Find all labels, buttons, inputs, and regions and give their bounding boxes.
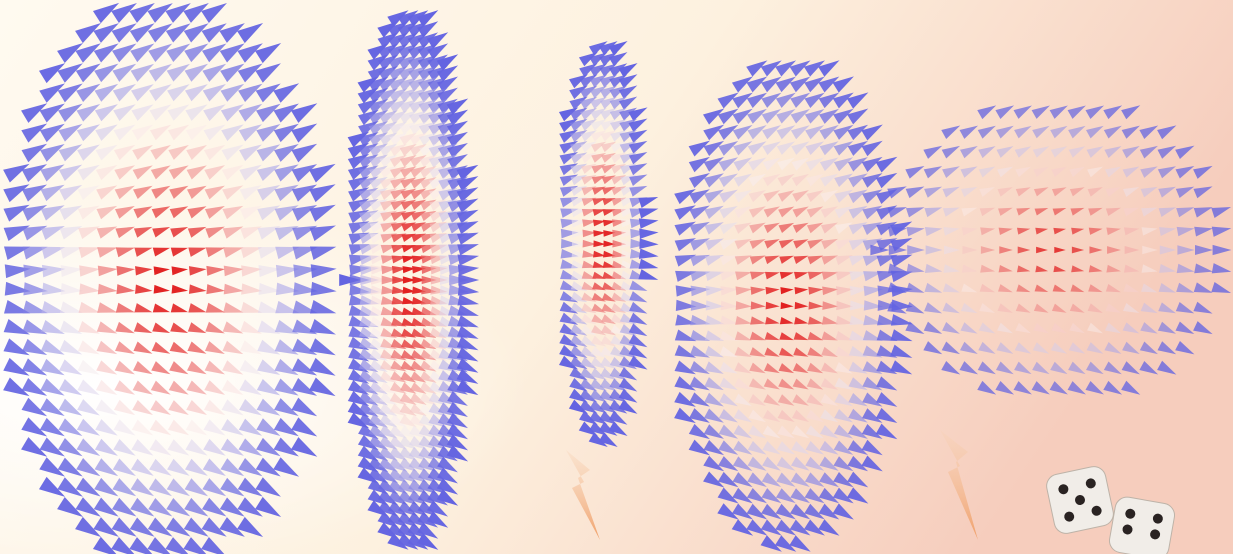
page-body: (() => { const svg = document.getElement… bbox=[0, 0, 1233, 554]
illustration bbox=[0, 0, 1233, 554]
die-body bbox=[1108, 495, 1177, 554]
die bbox=[1108, 495, 1177, 554]
die bbox=[1044, 464, 1115, 535]
page: Illustration {} html, body { margin: 0; … bbox=[0, 0, 1233, 554]
